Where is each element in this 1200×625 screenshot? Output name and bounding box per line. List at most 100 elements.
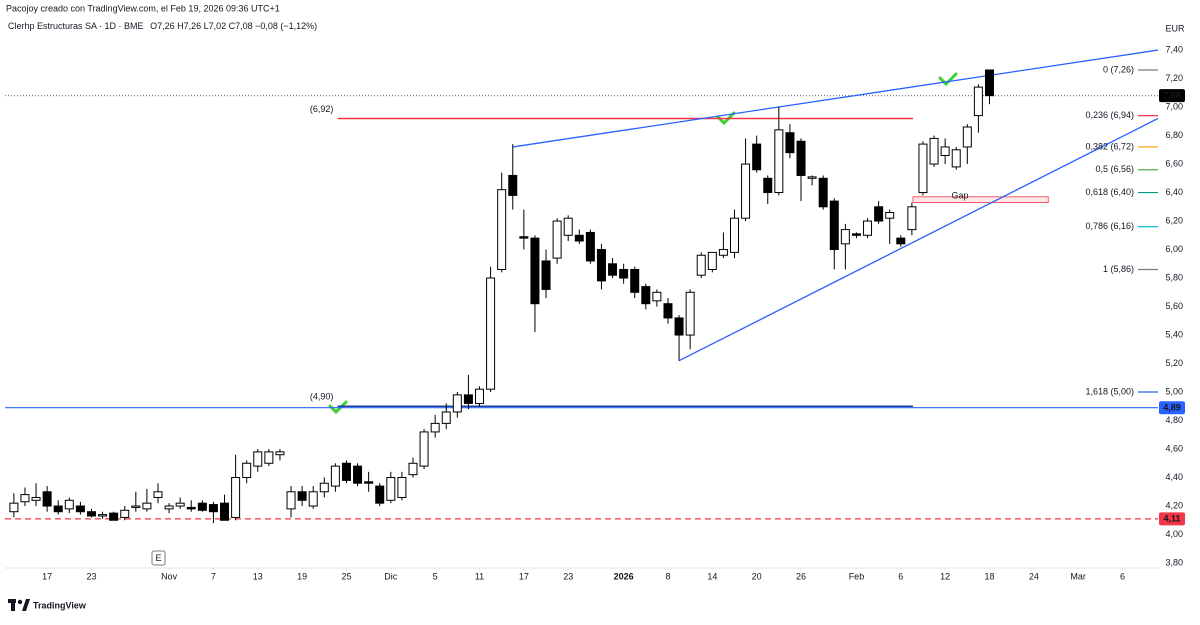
logo-shape — [11, 599, 15, 611]
candle-body — [962, 126, 972, 148]
x-tick-label: 8 — [665, 571, 670, 581]
ohlc-text: O7,26 H7,26 L7,02 C7,08 −0,08 (−1,12%) — [150, 21, 317, 31]
y-tick-label: 7,40 — [1165, 44, 1183, 54]
price-label-box — [1159, 512, 1185, 526]
x-tick-label: 11 — [475, 571, 484, 581]
candle-body — [452, 394, 462, 413]
x-tick-label: 23 — [563, 571, 573, 581]
x-tick-label: 2026 — [614, 571, 634, 581]
candle-body — [652, 291, 662, 302]
candle-body — [874, 206, 884, 222]
candle-body — [497, 189, 507, 270]
candle-body — [519, 236, 529, 239]
candle-body — [220, 502, 230, 521]
fib-label: 0,382 (6,72) — [1085, 141, 1134, 151]
candle-body — [208, 504, 218, 513]
candle-body — [20, 494, 30, 503]
candle-body — [851, 233, 861, 236]
candle-body — [53, 505, 63, 513]
y-tick-label: 6,60 — [1165, 158, 1183, 168]
price-label-box — [1159, 89, 1185, 103]
candle-body — [696, 254, 706, 276]
candle-body — [530, 237, 540, 305]
y-tick-label: 5,60 — [1165, 301, 1183, 311]
candle-body — [984, 69, 994, 97]
candle-body — [330, 465, 340, 487]
candle-body — [508, 174, 518, 196]
x-tick-label: 25 — [341, 571, 351, 581]
candle-body — [175, 502, 185, 507]
x-tick-label: 12 — [940, 571, 950, 581]
price-label: 4,11 — [1163, 514, 1180, 524]
candle-body — [253, 451, 263, 467]
x-tick-label: 17 — [519, 571, 529, 581]
fib-label: 0,236 (6,94) — [1085, 110, 1134, 120]
candle-body — [619, 268, 629, 279]
y-tick-label: 3,80 — [1165, 557, 1183, 567]
candle-body — [297, 491, 307, 501]
y-tick-label: 5,20 — [1165, 358, 1183, 368]
x-tick-label: 5 — [433, 571, 438, 581]
candle-body — [286, 491, 296, 510]
gap-label: Gap — [951, 191, 968, 201]
candle-body — [840, 229, 850, 245]
trend-line — [678, 117, 1159, 362]
candle-body — [475, 388, 485, 404]
attribution: Pacojoy creado con TradingView.com, el F… — [6, 3, 280, 13]
symbol-line: Clerhp Estructuras SA · 1D · BME O7,26 H… — [8, 21, 317, 31]
candle-body — [164, 505, 174, 510]
x-tick-label: Dic — [384, 571, 397, 581]
candle-body — [918, 143, 928, 194]
y-tick-label: 4,20 — [1165, 500, 1183, 510]
candle-body — [907, 206, 917, 231]
candle-body — [364, 481, 374, 484]
x-tick-label: 14 — [707, 571, 717, 581]
x-tick-label: Mar — [1070, 571, 1086, 581]
price-label-box — [1159, 401, 1185, 415]
x-tick-label: 24 — [1029, 571, 1039, 581]
fib-label: 1,618 (5,00) — [1085, 386, 1134, 396]
candle-body — [796, 140, 806, 176]
price-label: 4,89 — [1163, 403, 1181, 413]
candle-body — [86, 511, 96, 517]
candle-body — [242, 462, 252, 479]
candle-body — [463, 394, 473, 404]
x-tick-label: 19 — [297, 571, 307, 581]
candle-body — [430, 422, 440, 433]
line-label: (4,90) — [310, 392, 334, 402]
fib-label: 0,786 (6,16) — [1085, 221, 1134, 231]
candle-body — [940, 146, 950, 156]
candle-body — [563, 217, 573, 236]
price-label: 7,08 — [1163, 91, 1181, 101]
candle-body — [863, 220, 873, 236]
candle-body — [353, 465, 363, 484]
candle-body — [807, 176, 817, 179]
candle-body — [486, 277, 496, 390]
candle-body — [441, 411, 451, 424]
candle-body — [729, 217, 739, 253]
y-tick-label: 4,80 — [1165, 415, 1183, 425]
x-tick-label: 18 — [984, 571, 994, 581]
check-marks — [328, 72, 958, 415]
candle-body — [885, 211, 895, 219]
candle-body — [663, 303, 673, 319]
logo-shape — [17, 599, 23, 605]
event-marker: E — [155, 553, 161, 563]
candle-body — [552, 220, 562, 259]
candle-body — [674, 317, 684, 336]
check-mark — [938, 72, 958, 87]
candle-body — [98, 514, 108, 517]
candle-body — [308, 491, 318, 507]
candle-body — [707, 251, 717, 270]
candle-body — [120, 509, 130, 518]
candle-body — [64, 499, 74, 510]
currency: EUR — [1165, 23, 1185, 33]
x-tick-label: 26 — [796, 571, 806, 581]
candle-body — [9, 502, 19, 513]
candle-body — [42, 491, 52, 507]
candle-body — [685, 291, 695, 336]
candle-body — [630, 268, 640, 293]
y-tick-label: 5,00 — [1165, 386, 1183, 396]
